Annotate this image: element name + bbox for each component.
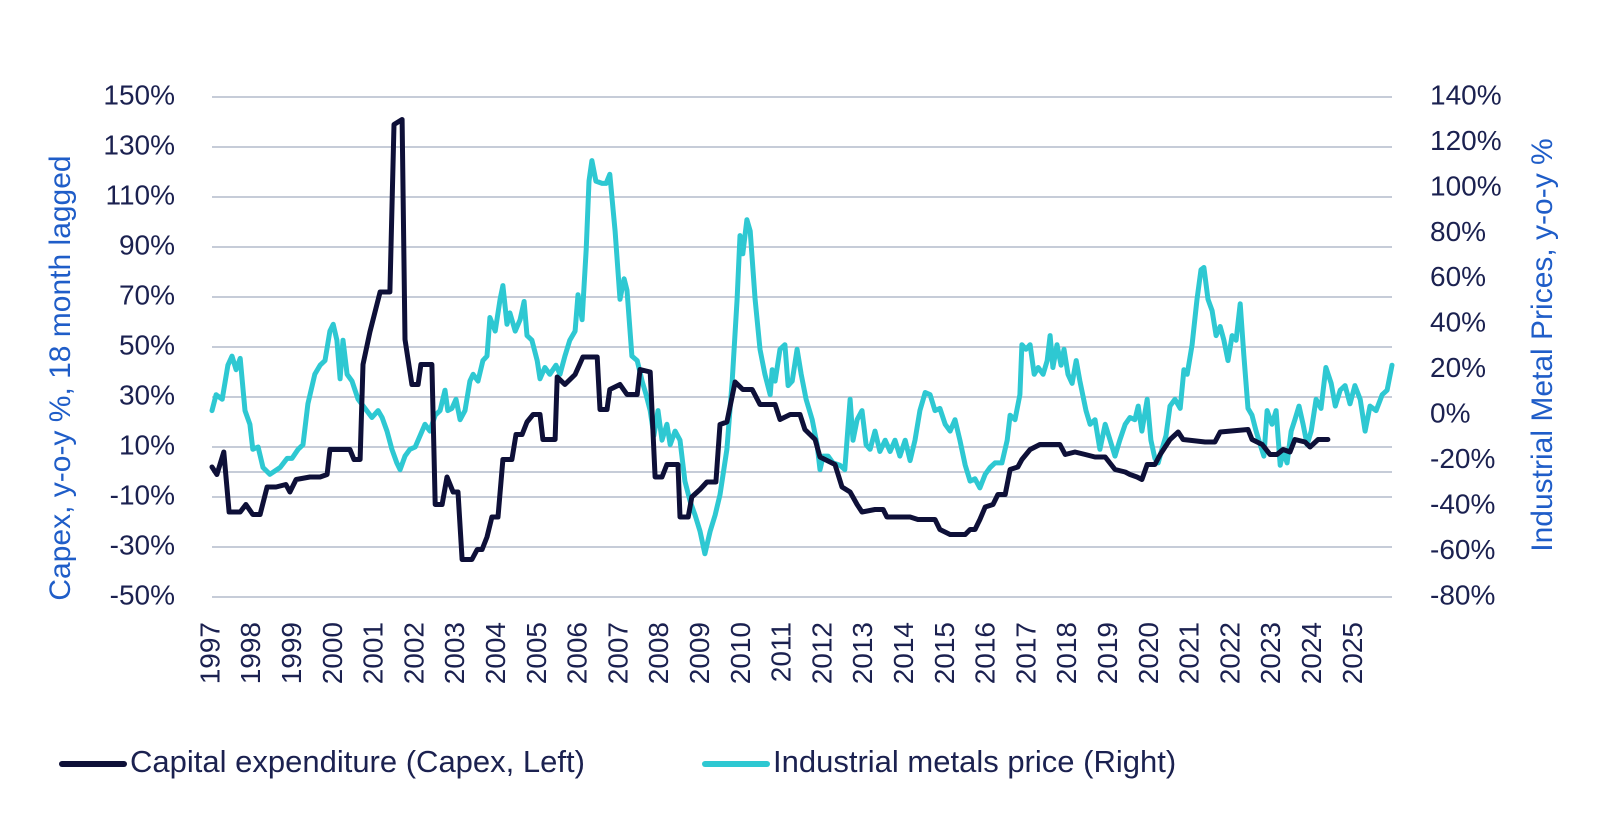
y-tick-label: -30% bbox=[110, 529, 175, 560]
x-tick-label: 2025 bbox=[1337, 622, 1368, 684]
legend-label: Industrial metals price (Right) bbox=[773, 744, 1176, 779]
y-tick-label: -10% bbox=[110, 479, 175, 510]
x-tick-label: 2015 bbox=[929, 622, 960, 684]
x-tick-label: 2017 bbox=[1010, 622, 1041, 684]
series-line bbox=[209, 158, 1395, 557]
x-tick-label: 2010 bbox=[725, 622, 756, 684]
y-tick-label: 130% bbox=[103, 129, 175, 160]
y2-tick-label: -60% bbox=[1430, 534, 1495, 565]
y2-tick-label: 80% bbox=[1430, 216, 1486, 247]
x-tick-label: 2014 bbox=[888, 622, 919, 684]
y-tick-label: 30% bbox=[119, 379, 175, 410]
x-tick-label: 2021 bbox=[1174, 622, 1205, 684]
legend-label: Capital expenditure (Capex, Left) bbox=[130, 744, 585, 779]
y-tick-label: 50% bbox=[119, 329, 175, 360]
y2-tick-label: 100% bbox=[1430, 170, 1502, 201]
y-tick-label: -50% bbox=[110, 579, 175, 610]
x-tick-label: 2008 bbox=[643, 622, 674, 684]
y2-tick-label: -80% bbox=[1430, 579, 1495, 610]
y2-tick-label: -40% bbox=[1430, 488, 1495, 519]
x-tick-label: 2024 bbox=[1296, 622, 1327, 684]
x-tick-label: 2020 bbox=[1133, 622, 1164, 684]
y-tick-label: 70% bbox=[119, 279, 175, 310]
x-tick-label: 2005 bbox=[521, 622, 552, 684]
x-tick-label: 1999 bbox=[276, 622, 307, 684]
y-tick-label: 110% bbox=[105, 179, 175, 210]
x-tick-label: 2018 bbox=[1051, 622, 1082, 684]
y2-tick-label: 0% bbox=[1430, 398, 1470, 429]
y2-tick-label: 140% bbox=[1430, 79, 1502, 110]
y2-axis-title: Industrial Metal Prices, y-o-y % bbox=[1526, 138, 1559, 551]
x-tick-label: 2013 bbox=[847, 622, 878, 684]
x-tick-label: 2019 bbox=[1092, 622, 1123, 684]
series-line bbox=[209, 117, 1331, 562]
x-tick-label: 2011 bbox=[766, 622, 797, 682]
x-tick-label: 2016 bbox=[970, 622, 1001, 684]
y-tick-label: 10% bbox=[119, 429, 175, 460]
x-tick-label: 2022 bbox=[1214, 622, 1245, 684]
y2-tick-label: 40% bbox=[1430, 307, 1486, 338]
x-tick-label: 2002 bbox=[398, 622, 429, 684]
x-tick-label: 1998 bbox=[235, 622, 266, 684]
x-tick-label: 2012 bbox=[806, 622, 837, 684]
y-axis-title: Capex, y-o-y %, 18 month lagged bbox=[44, 155, 77, 600]
y-tick-label: 150% bbox=[103, 79, 175, 110]
y2-tick-label: 120% bbox=[1430, 125, 1502, 156]
y2-tick-label: -20% bbox=[1430, 443, 1495, 474]
x-tick-label: 2009 bbox=[684, 622, 715, 684]
x-tick-label: 2007 bbox=[602, 622, 633, 684]
x-tick-label: 2023 bbox=[1255, 622, 1286, 684]
x-tick-label: 2001 bbox=[358, 622, 389, 684]
x-tick-label: 2004 bbox=[480, 622, 511, 684]
y-tick-label: 90% bbox=[119, 229, 175, 260]
y2-tick-label: 20% bbox=[1430, 352, 1486, 383]
x-tick-label: 1997 bbox=[194, 622, 225, 684]
x-tick-label: 2000 bbox=[317, 622, 348, 684]
x-tick-label: 2006 bbox=[562, 622, 593, 684]
y2-tick-label: 60% bbox=[1430, 261, 1486, 292]
x-tick-label: 2003 bbox=[439, 622, 470, 684]
